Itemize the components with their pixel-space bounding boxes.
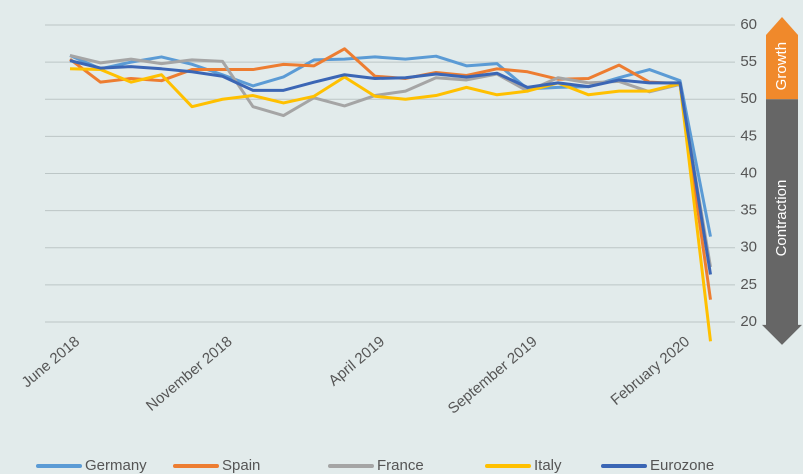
y-tick-label: 30 (740, 239, 757, 256)
series-line (69, 53, 712, 268)
series-line (69, 67, 712, 342)
x-tick-label: February 2020 (607, 333, 693, 409)
y-tick-label: 60 (740, 16, 757, 33)
growth-arrow (766, 17, 798, 100)
legend-label: Eurozone (650, 457, 714, 474)
series-line (69, 47, 712, 300)
legend-label: Germany (85, 457, 147, 474)
y-tick-label: 20 (740, 313, 757, 330)
y-tick-label: 45 (740, 127, 757, 144)
y-tick-label: 25 (740, 276, 757, 293)
series-line (69, 59, 712, 275)
x-tick-label: June 2018 (19, 333, 84, 391)
x-tick-label: September 2019 (445, 333, 541, 417)
legend-label: Italy (534, 457, 562, 474)
y-tick-label: 35 (740, 202, 757, 219)
contraction-arrow (762, 99, 802, 345)
legend-label: Spain (222, 457, 260, 474)
annotation: Contraction (773, 180, 790, 257)
annotation: Growth (773, 42, 790, 90)
y-tick-label: 50 (740, 90, 757, 107)
growth-contraction-arrows: Growth Contraction (762, 17, 802, 345)
legend-label: France (377, 457, 424, 474)
y-tick-label: 40 (740, 164, 757, 181)
y-tick-label: 55 (740, 53, 757, 70)
x-tick-label: November 2018 (143, 333, 236, 415)
x-tick-label: April 2019 (325, 333, 388, 389)
